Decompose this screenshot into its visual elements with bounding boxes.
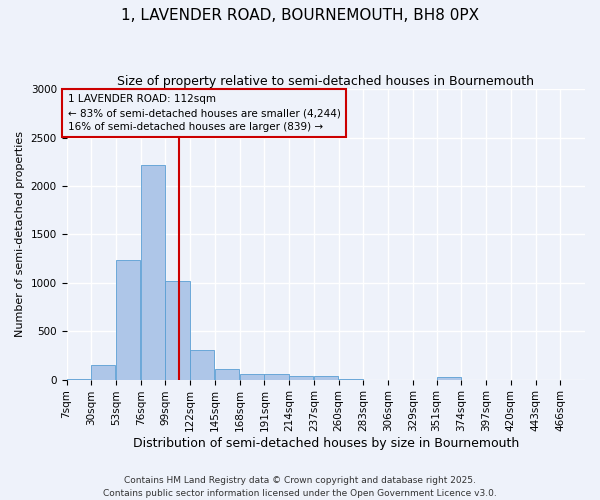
Bar [338, 378, 363, 380]
Bar [240, 374, 264, 380]
Y-axis label: Number of semi-detached properties: Number of semi-detached properties [15, 132, 25, 338]
Bar [314, 376, 338, 380]
Text: 1 LAVENDER ROAD: 112sqm
← 83% of semi-detached houses are smaller (4,244)
16% of: 1 LAVENDER ROAD: 112sqm ← 83% of semi-de… [68, 94, 340, 132]
Bar [265, 374, 289, 380]
Bar [67, 378, 91, 380]
Text: Contains HM Land Registry data © Crown copyright and database right 2025.
Contai: Contains HM Land Registry data © Crown c… [103, 476, 497, 498]
Bar [91, 365, 115, 380]
X-axis label: Distribution of semi-detached houses by size in Bournemouth: Distribution of semi-detached houses by … [133, 437, 519, 450]
Title: Size of property relative to semi-detached houses in Bournemouth: Size of property relative to semi-detach… [117, 75, 534, 88]
Bar [141, 164, 165, 380]
Text: 1, LAVENDER ROAD, BOURNEMOUTH, BH8 0PX: 1, LAVENDER ROAD, BOURNEMOUTH, BH8 0PX [121, 8, 479, 22]
Bar [116, 260, 140, 380]
Bar [190, 350, 214, 380]
Bar [437, 376, 461, 380]
Bar [215, 370, 239, 380]
Bar [289, 376, 313, 380]
Bar [166, 281, 190, 380]
